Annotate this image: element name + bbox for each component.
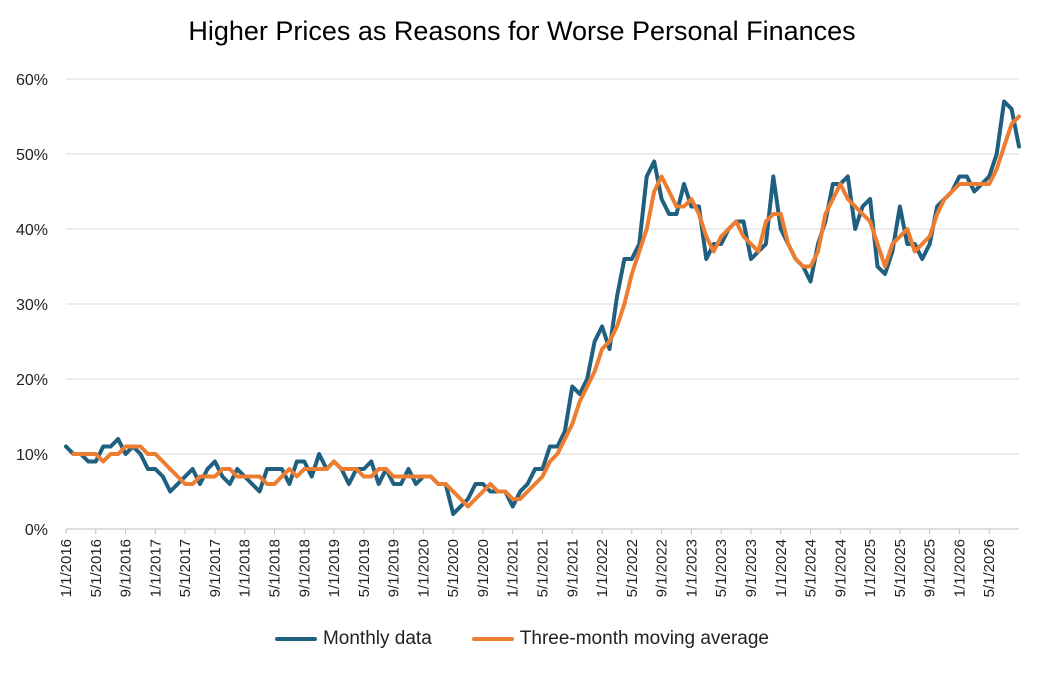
x-tick-label: 5/1/2024 [803,539,820,597]
x-tick-label: 1/1/2020 [415,539,432,597]
x-tick-label: 9/1/2022 [654,539,671,597]
x-tick-label: 5/1/2022 [624,539,641,597]
x-tick-label: 9/1/2023 [743,539,760,597]
series-line-moving-average [71,114,1021,509]
x-tick-label: 1/1/2017 [147,539,164,597]
x-tick-label: 9/1/2016 [118,539,135,597]
x-tick-label: 5/1/2025 [892,539,909,597]
y-tick-label: 40% [16,222,48,239]
legend-item-monthly: Monthly data [274,628,432,650]
legend-swatch-moving-average [471,637,514,641]
x-tick-label: 1/1/2019 [326,539,343,597]
x-tick-label: 9/1/2019 [386,539,403,597]
x-tick-label: 1/1/2021 [505,539,522,597]
x-tick-label: 5/1/2021 [535,539,552,597]
chart-title: Higher Prices as Reasons for Worse Perso… [188,16,856,46]
x-tick-label: 5/1/2023 [713,539,730,597]
x-tick-label: 1/1/2024 [773,539,790,597]
x-tick-label: 1/1/2023 [683,539,700,597]
chart-legend: Monthly data Three-month moving average [0,628,1044,650]
x-tick-label: 5/1/2018 [266,539,283,597]
series-line-monthly [64,99,1021,516]
x-tick-label: 1/1/2022 [594,539,611,597]
y-tick-label: 20% [16,372,48,389]
x-tick-label: 1/1/2018 [237,539,254,597]
x-tick-label: 9/1/2024 [832,539,849,597]
legend-label-moving-average: Three-month moving average [519,628,770,649]
x-tick-label: 5/1/2019 [356,539,373,597]
x-tick-label: 1/1/2016 [58,539,75,597]
x-tick-label: 9/1/2020 [475,539,492,597]
legend-swatch-monthly [274,637,317,641]
x-tick-label: 9/1/2018 [296,539,313,597]
x-tick-label: 5/1/2017 [177,539,194,597]
y-tick-label: 10% [16,447,48,464]
y-tick-label: 60% [16,72,48,89]
x-tick-label: 5/1/2016 [88,539,105,597]
legend-label-monthly: Monthly data [322,628,432,649]
legend-item-moving-average: Three-month moving average [471,628,770,650]
x-tick-label: 9/1/2021 [564,539,581,597]
x-tick-label: 5/1/2020 [445,539,462,597]
x-tick-label: 9/1/2025 [922,539,939,597]
x-tick-label: 5/1/2026 [981,539,998,597]
x-tick-label: 1/1/2026 [951,539,968,597]
y-tick-label: 0% [25,522,48,539]
x-tick-label: 1/1/2025 [862,539,879,597]
x-tick-label: 9/1/2017 [207,539,224,597]
y-tick-label: 30% [16,297,48,314]
y-tick-label: 50% [16,147,48,164]
